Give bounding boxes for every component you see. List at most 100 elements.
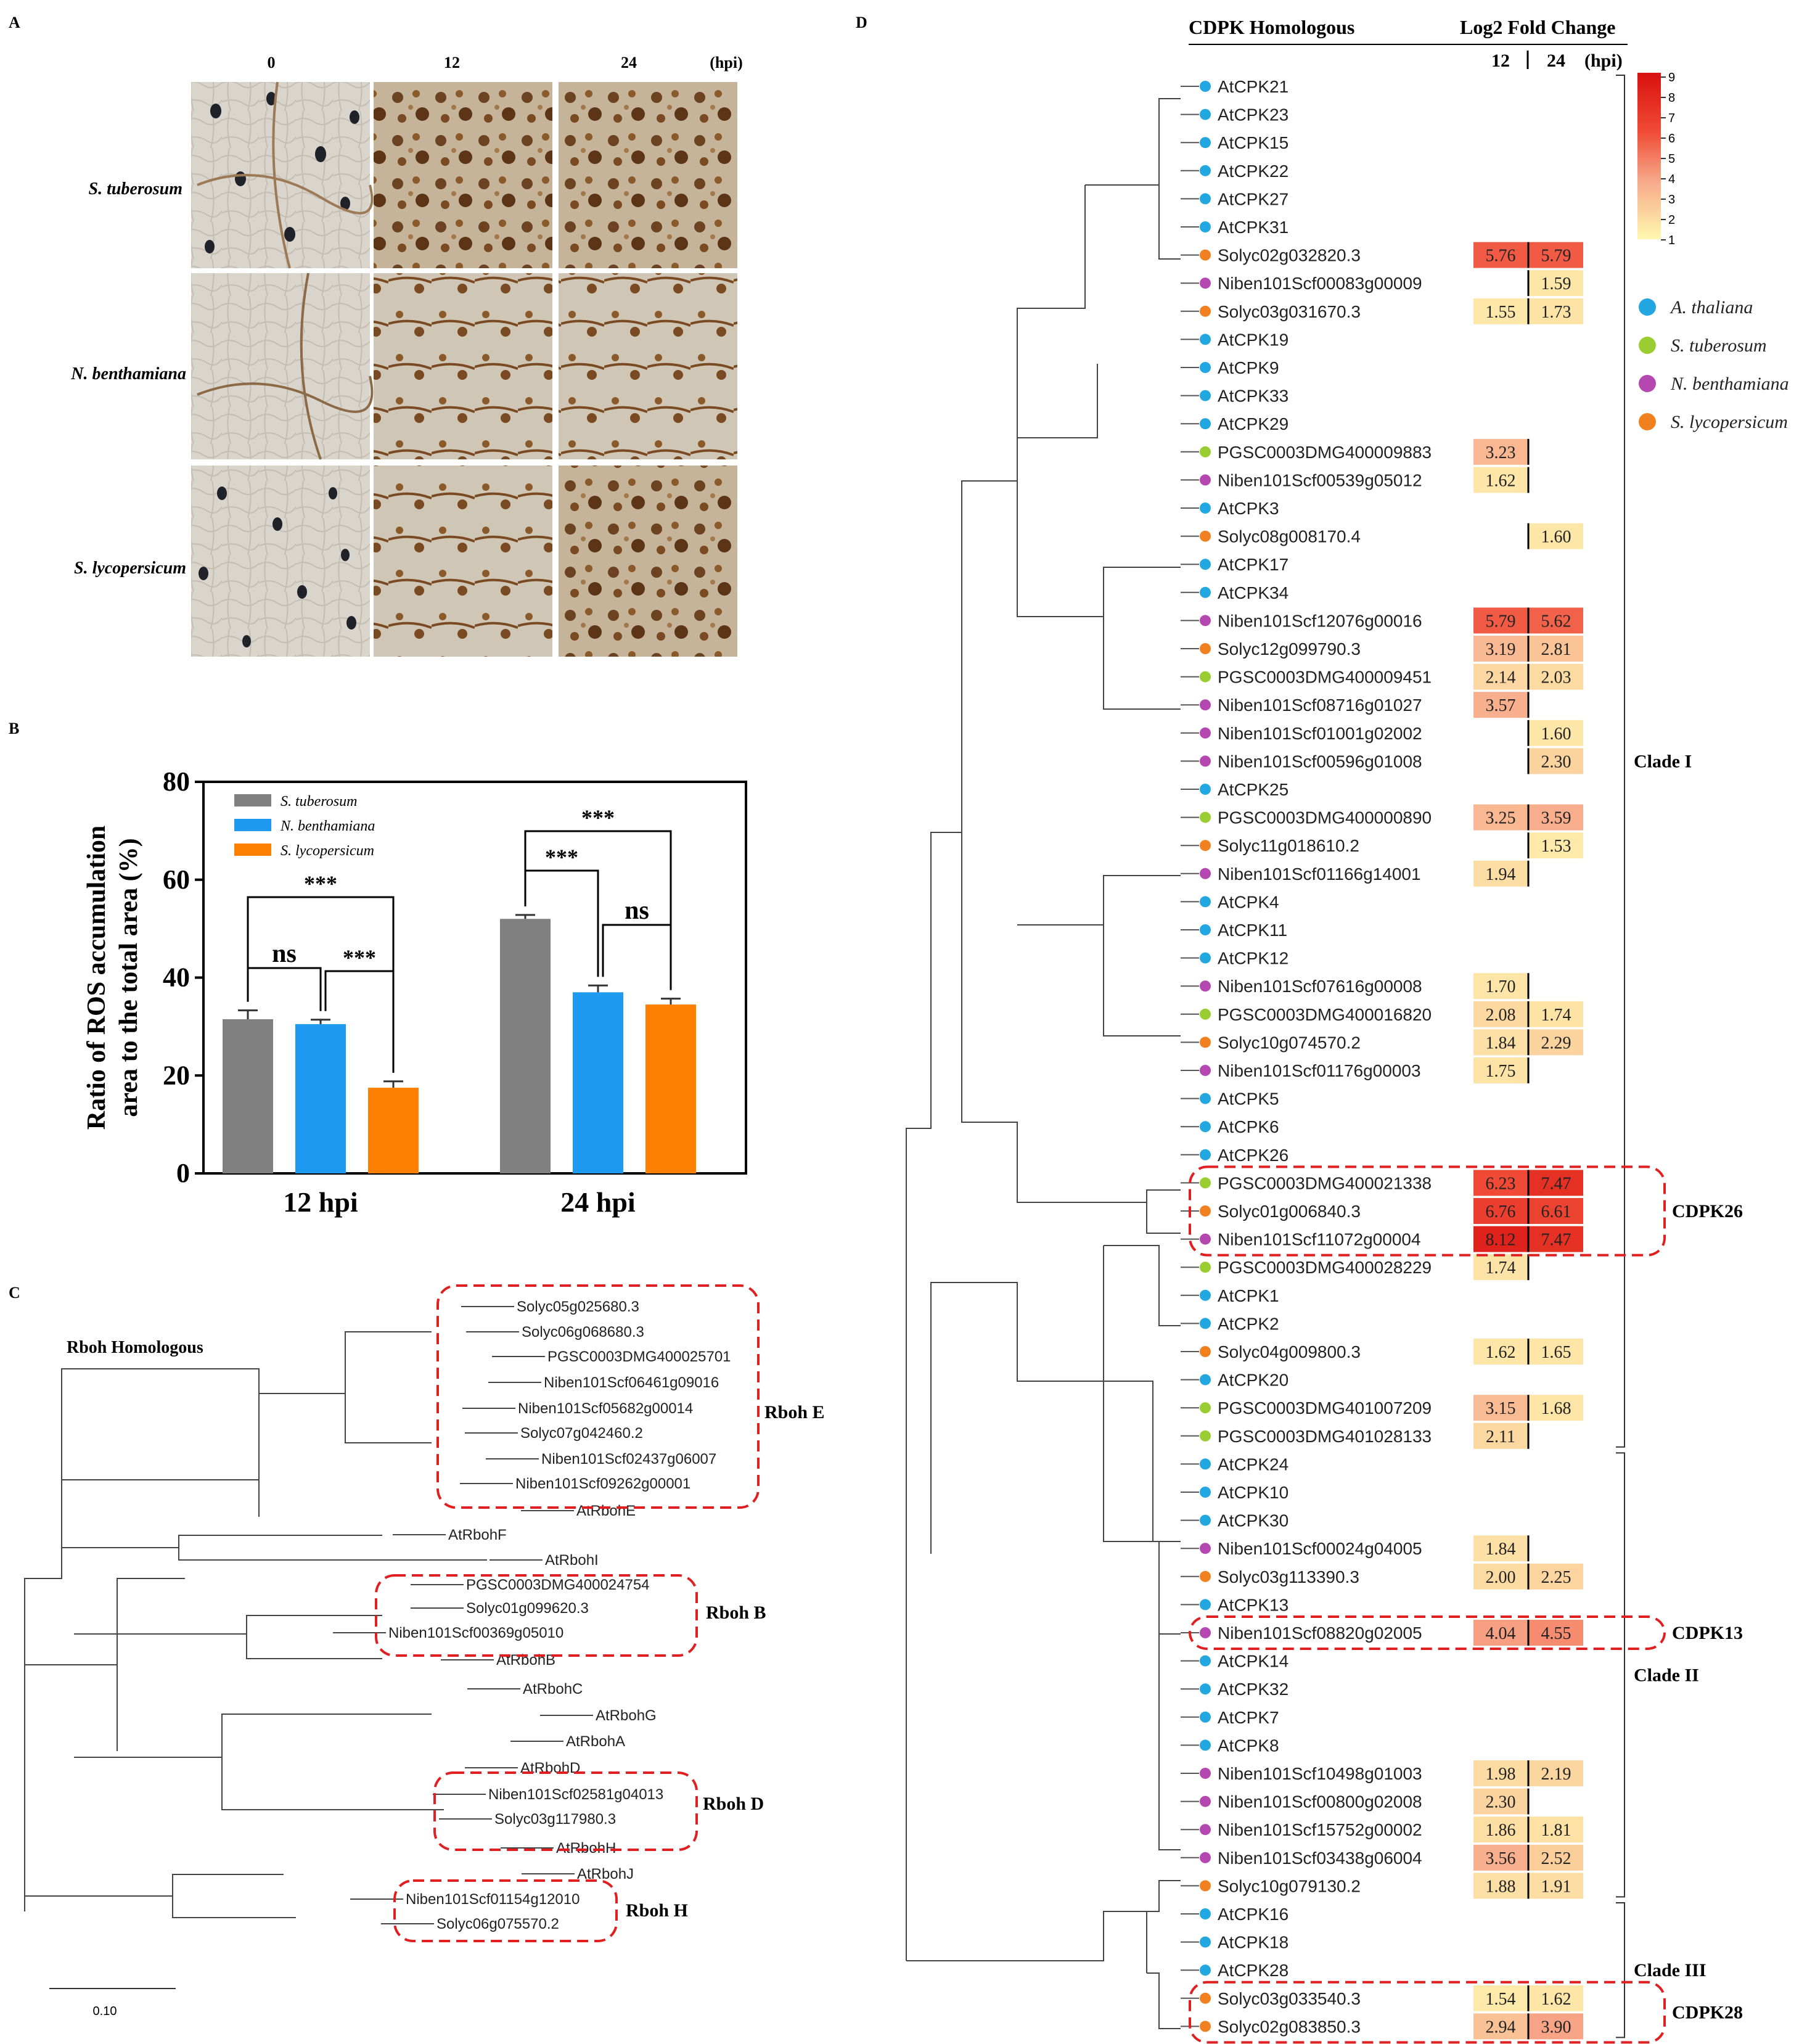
heatmap-cell xyxy=(1473,1057,1528,1083)
gene-label: AtCPK8 xyxy=(1218,1736,1279,1755)
species-dot xyxy=(1200,1655,1211,1667)
tree-backbone xyxy=(74,1714,444,1810)
x-tick-label: 24 hpi xyxy=(560,1186,636,1218)
colorbar-tick-label: 3 xyxy=(1668,193,1675,207)
gene-label: AtCPK20 xyxy=(1218,1371,1289,1390)
rboh-tree: Rboh Homologous Solyc05g025680.3 Solyc06g0… xyxy=(24,1284,825,2018)
heatmap-value: 8.12 xyxy=(1486,1231,1516,1250)
y-axis-label: Ratio of ROS accumulation area to the tot… xyxy=(83,826,143,1130)
image-benthamiana-0 xyxy=(191,273,370,459)
heatmap-value: 3.25 xyxy=(1486,809,1516,828)
gene-label: AtCPK31 xyxy=(1218,218,1289,237)
gene-label: Niben101Scf00800g02008 xyxy=(1218,1792,1422,1812)
image-lycopersicum-24 xyxy=(559,466,737,657)
gene-label: Niben101Scf01001g02002 xyxy=(1218,724,1422,743)
gene-label: AtCPK34 xyxy=(1218,583,1289,602)
species-dot xyxy=(1200,1992,1211,2004)
gene-label: PGSC0003DMG400009883 xyxy=(1218,443,1432,462)
heatmap-value: 2.52 xyxy=(1541,1849,1571,1868)
timepoint-24: 24 xyxy=(621,54,637,72)
species-dot xyxy=(1200,390,1211,401)
tree-backbone xyxy=(906,1911,1147,1973)
species-dot xyxy=(1200,1458,1211,1470)
species-dot xyxy=(1200,1065,1211,1076)
heatmap-cell xyxy=(1529,1620,1583,1646)
colorbar-tick-label: 8 xyxy=(1668,91,1675,105)
heatmap-cell xyxy=(1529,1198,1583,1224)
legend-swatch xyxy=(234,794,271,807)
tree-backbone xyxy=(1017,481,1181,710)
species-legend-dot xyxy=(1639,337,1656,354)
gene-label: AtCPK22 xyxy=(1218,162,1289,181)
heatmap-cell xyxy=(1529,242,1583,268)
gene-label: PGSC0003DMG400009451 xyxy=(1218,668,1432,687)
heatmap-cell xyxy=(1473,804,1528,831)
gene-label: AtCPK11 xyxy=(1218,921,1287,940)
highlight-box xyxy=(393,1879,618,1942)
species-dot xyxy=(1200,1093,1211,1104)
heatmap-value: 1.94 xyxy=(1486,865,1516,884)
heatmap-value: 1.73 xyxy=(1541,303,1571,322)
clade-bracket xyxy=(1616,1452,1625,1898)
tree-backbone xyxy=(1085,98,1181,260)
stomata-dots xyxy=(199,486,356,647)
significance-label: *** xyxy=(545,845,578,869)
gene-label: Solyc10g074570.2 xyxy=(1218,1033,1361,1052)
gene-label: AtCPK24 xyxy=(1218,1455,1289,1474)
species-dot xyxy=(1200,784,1211,795)
species-dot xyxy=(1200,503,1211,514)
heatmap-cell xyxy=(1473,1620,1528,1646)
bar xyxy=(573,992,623,1173)
y-axis-label-line: Ratio of ROS accumulation xyxy=(83,826,111,1130)
panel-b-letter: B xyxy=(9,720,19,737)
leaf-veins xyxy=(197,81,374,269)
heatmap-cell xyxy=(1529,1985,1583,2011)
species-dot xyxy=(1200,1346,1211,1357)
heatmap-value: 3.23 xyxy=(1486,443,1516,462)
legend-swatch xyxy=(234,819,271,831)
heatmap-value: 5.62 xyxy=(1541,612,1571,631)
heatmap-value: 1.88 xyxy=(1486,1877,1516,1896)
tree-leaf-label: Niben101Scf09262g00001 xyxy=(515,1476,690,1492)
gene-label: Solyc02g083850.3 xyxy=(1218,2017,1361,2036)
tree-leaf-label: Solyc06g075570.2 xyxy=(436,1916,559,1932)
species-dot xyxy=(1200,1149,1211,1160)
heatmap-value: 2.25 xyxy=(1541,1568,1571,1587)
heatmap-cell xyxy=(1529,270,1583,297)
gene-label: AtCPK15 xyxy=(1218,133,1289,152)
heatmap-cell xyxy=(1529,1760,1583,1786)
heatmap-cell xyxy=(1473,1816,1528,1843)
significance-label: *** xyxy=(581,805,615,830)
group-label: Rboh E xyxy=(764,1402,825,1422)
species-dot xyxy=(1200,2021,1211,2032)
species-dot xyxy=(1200,1683,1211,1695)
image-benthamiana-24 xyxy=(559,273,737,459)
heatmap-value: 6.61 xyxy=(1541,1202,1571,1221)
species-dot xyxy=(1200,1262,1211,1273)
panel-d-letter: D xyxy=(856,14,867,31)
species-dot xyxy=(1200,1796,1211,1807)
tree-backbone xyxy=(1147,1880,1181,2029)
significance-bracket xyxy=(524,830,672,990)
species-dot xyxy=(1200,277,1211,289)
heatmap-cell xyxy=(1473,298,1528,324)
heatmap-cell xyxy=(1473,1226,1528,1252)
tree-leaf-label: Solyc03g117980.3 xyxy=(494,1811,616,1828)
tree-leaf-label: PGSC0003DMG400024754 xyxy=(466,1577,650,1593)
tree-backbone xyxy=(259,1331,432,1443)
heatmap-value: 4.04 xyxy=(1486,1624,1516,1643)
species-dot xyxy=(1200,1177,1211,1189)
species-dot xyxy=(1200,137,1211,149)
timepoint-0: 0 xyxy=(268,54,276,72)
colorbar-tick-label: 4 xyxy=(1668,173,1675,186)
species-dot xyxy=(1200,474,1211,486)
heatmap-cell xyxy=(1529,748,1583,774)
gene-label: Solyc12g099790.3 xyxy=(1218,639,1361,659)
tree-leaf-label: Niben101Scf02437g06007 xyxy=(541,1451,716,1467)
tree-leaf-label: Niben101Scf05682g00014 xyxy=(518,1400,693,1417)
gene-label: PGSC0003DMG401007209 xyxy=(1218,1398,1432,1418)
heatmap-value: 6.76 xyxy=(1486,1202,1516,1221)
gene-label: AtCPK27 xyxy=(1218,189,1289,208)
clade-label: Clade II xyxy=(1634,1665,1699,1685)
